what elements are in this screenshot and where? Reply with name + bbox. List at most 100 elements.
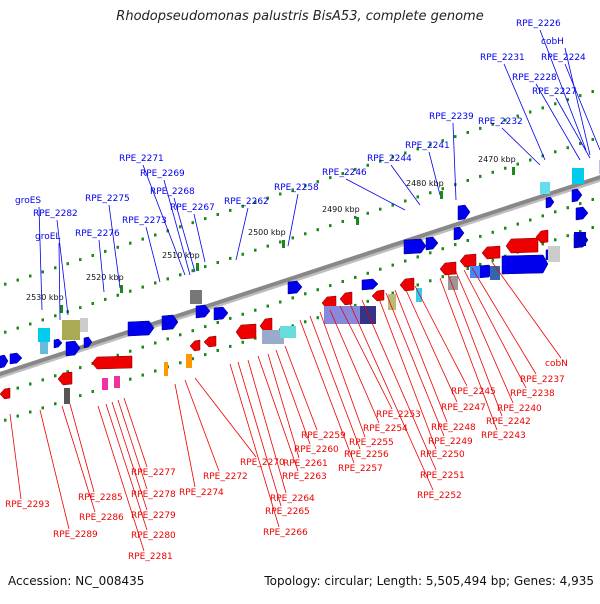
scale-tick-label: 2500 kbp [248, 228, 286, 237]
tick-dot [516, 222, 519, 226]
reverse-gene-arrow [481, 245, 501, 260]
tick-dot [241, 252, 244, 256]
forward-gene-arrow [403, 238, 427, 255]
gene-label: RPE_2293 [5, 500, 50, 510]
label-leader-line [564, 63, 600, 151]
tick-dot [116, 293, 119, 297]
tick-dot [379, 267, 382, 271]
scale-tick-mark [440, 191, 443, 199]
forward-gene-arrow [127, 320, 155, 337]
tick-dot [216, 212, 219, 216]
label-leader-line [349, 303, 434, 491]
tick-dot [54, 374, 57, 378]
tick-dot [304, 232, 307, 236]
gene-label: RPE_2237 [520, 375, 565, 385]
scale-tick-label: 2480 kbp [406, 179, 444, 188]
tick-dot [454, 135, 457, 139]
label-leader-line [463, 269, 527, 389]
tick-dot [279, 192, 282, 196]
gene-label: RPE_2244 [367, 154, 412, 164]
tick-dot [466, 130, 469, 134]
tick-dot [429, 251, 432, 255]
label-leader-line [247, 359, 287, 494]
label-leader-line [111, 401, 148, 511]
tick-dot [204, 325, 207, 329]
tick-dot [491, 230, 494, 234]
tick-dot [166, 337, 169, 341]
feature-block [64, 388, 70, 404]
tick-dot [229, 208, 232, 212]
tick-dot [579, 142, 582, 146]
label-leader-line [447, 273, 503, 417]
tick-dot [504, 118, 507, 122]
tick-dot [566, 206, 569, 210]
gene-label: RPE_2248 [431, 423, 476, 433]
gene-label: RPE_2242 [486, 417, 531, 427]
tick-dot [141, 345, 144, 349]
tick-dot [554, 210, 557, 214]
gene-label: RPE_2264 [270, 494, 315, 504]
tick-dot [241, 312, 244, 316]
tick-dot [479, 126, 482, 130]
gene-label: RPE_2226 [516, 19, 561, 29]
feature-block [114, 376, 120, 388]
gene-label: RPE_2260 [294, 445, 339, 455]
feature-block [38, 328, 50, 342]
label-leader-line [299, 319, 355, 464]
label-leader-line [329, 309, 380, 424]
scale-tick-mark [282, 240, 285, 248]
gene-label: RPE_2232 [478, 117, 523, 127]
gene-label: RPE_2267 [170, 203, 215, 213]
feature-block [490, 266, 500, 280]
label-leader-line [39, 409, 70, 530]
gene-label: RPE_2227 [532, 87, 577, 97]
gene-label: RPE_2228 [512, 73, 557, 83]
tick-dot [579, 202, 582, 206]
tick-dot [391, 155, 394, 159]
forward-gene-arrow [65, 340, 81, 357]
gene-label: cobN [545, 359, 568, 369]
gene-label: RPE_2273 [122, 216, 167, 226]
tick-dot [204, 217, 207, 221]
gene-label: RPE_2241 [405, 141, 450, 151]
gene-label: cobH [541, 37, 564, 47]
tick-dot [41, 270, 44, 274]
forward-gene-arrow [9, 352, 23, 365]
tick-dot [154, 341, 157, 345]
feature-block [572, 168, 584, 184]
tick-dot [579, 230, 582, 234]
tick-dot [16, 278, 19, 282]
gene-label: RPE_2252 [417, 491, 462, 501]
tick-dot [341, 219, 344, 223]
tick-dot [591, 89, 594, 93]
tick-dot [29, 410, 32, 414]
forward-gene-arrow [453, 226, 465, 241]
feature-block [190, 290, 202, 304]
label-leader-line [237, 361, 282, 507]
tick-dot [541, 106, 544, 110]
tick-dot [441, 187, 444, 191]
tick-dot [541, 214, 544, 218]
tick-dot [141, 285, 144, 289]
forward-gene-arrow [361, 278, 379, 291]
tick-dot [291, 324, 294, 328]
gene-label: RPE_2282 [33, 209, 78, 219]
forward-gene-arrow [575, 206, 589, 221]
tick-dot [41, 406, 44, 410]
label-leader-line [390, 164, 421, 206]
tick-dot [379, 207, 382, 211]
tick-dot [229, 344, 232, 348]
accession-label: Accession: NC_008435 [8, 574, 145, 588]
tick-dot [54, 402, 57, 406]
tick-dot [279, 300, 282, 304]
tick-dot [579, 94, 582, 98]
gene-label: RPE_2275 [85, 194, 130, 204]
tick-dot [554, 238, 557, 242]
label-leader-line [452, 122, 457, 201]
feature-block [102, 378, 108, 390]
feature-block [164, 362, 168, 376]
tick-dot [229, 316, 232, 320]
forward-gene-arrow [213, 306, 229, 321]
gene-label: RPE_2257 [338, 464, 383, 474]
label-leader-line [69, 403, 95, 493]
